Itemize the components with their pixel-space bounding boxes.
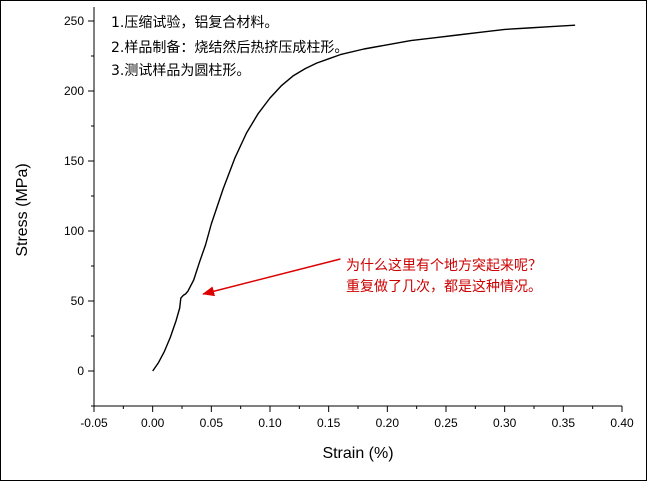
x-tick-label: 0.20 <box>376 416 400 430</box>
stress-strain-curve <box>152 24 576 372</box>
x-tick-label: 0.35 <box>552 416 576 430</box>
y-tick-label: 150 <box>64 154 84 168</box>
y-tick-label: 50 <box>71 294 85 308</box>
question-line-2: 重复做了几次，都是这种情况。 <box>346 279 542 295</box>
note-line-3: 3.测试样品为圆柱形。 <box>111 63 251 79</box>
question-line-1: 为什么这里有个地方突起来呢？ <box>346 258 542 274</box>
y-tick-label: 200 <box>64 84 84 98</box>
x-tick-label: -0.05 <box>80 416 108 430</box>
annotation-arrow <box>202 258 341 297</box>
x-tick-label: 0.10 <box>258 416 282 430</box>
note-line-2: 2.样品制备：烧结然后热挤压成柱形。 <box>111 40 349 56</box>
note-line-1: 1.压缩试验，铝复合材料。 <box>111 15 279 31</box>
x-tick-label: 0.30 <box>493 416 517 430</box>
x-tick-label: 0.05 <box>200 416 224 430</box>
x-tick-label: 0.40 <box>610 416 634 430</box>
x-tick-label: 0.25 <box>434 416 458 430</box>
y-tick-label: 0 <box>77 364 84 378</box>
y-axis-title: Stress (MPa) <box>14 163 31 256</box>
y-tick-label: 250 <box>64 14 84 28</box>
x-tick-label: 0.00 <box>141 416 165 430</box>
x-tick-label: 0.15 <box>317 416 341 430</box>
x-axis-title: Strain (%) <box>322 445 393 462</box>
y-tick-label: 100 <box>64 224 84 238</box>
